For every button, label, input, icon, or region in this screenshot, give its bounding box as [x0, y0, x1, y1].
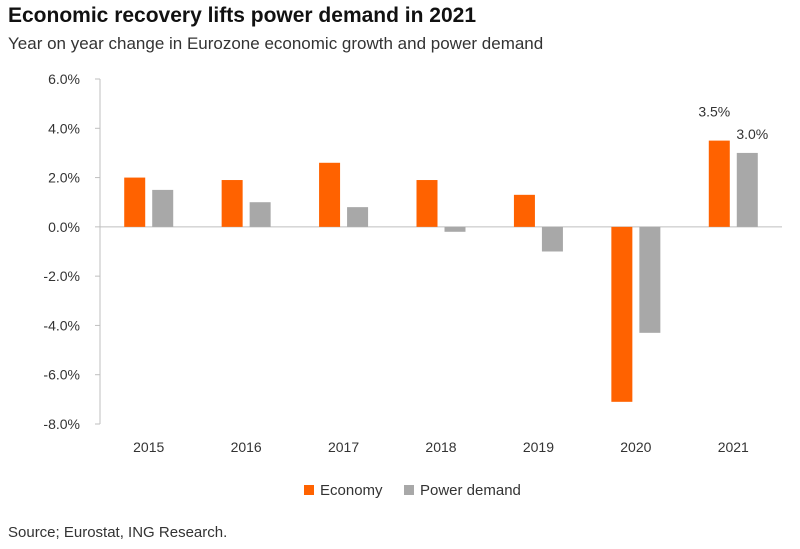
bar-economy-2019 — [513, 194, 535, 227]
bar-power-demand-2017 — [347, 207, 369, 227]
bar-economy-2015 — [124, 177, 146, 227]
bar-power-demand-2021 — [736, 152, 758, 227]
legend-swatch — [404, 485, 414, 495]
y-tick-label: -6.0% — [43, 367, 80, 383]
legend-label: Power demand — [420, 482, 521, 499]
data-label: 3.5% — [698, 104, 730, 120]
legend: Economy Power demand — [304, 482, 521, 499]
y-tick-label: 4.0% — [48, 120, 80, 136]
x-tick-label: 2018 — [425, 439, 456, 455]
bar-power-demand-2020 — [639, 226, 661, 333]
source-note: Source; Eurostat, ING Research. — [8, 524, 228, 541]
y-tick-label: 6.0% — [48, 71, 80, 87]
bar-economy-2018 — [416, 180, 438, 227]
bars — [124, 140, 758, 402]
y-axis: 6.0% 4.0% 2.0% 0.0% -2.0% -4.0% -6.0% -8.0% — [43, 71, 101, 432]
bar-economy-2021 — [708, 140, 730, 227]
bar-economy-2016 — [221, 180, 243, 227]
chart-subtitle: Year on year change in Eurozone economic… — [8, 34, 544, 53]
bar-power-demand-2018 — [444, 226, 466, 232]
y-tick-label: -4.0% — [43, 317, 80, 333]
x-tick-label: 2017 — [328, 439, 359, 455]
x-tick-label: 2019 — [523, 439, 554, 455]
x-tick-label: 2015 — [133, 439, 164, 455]
y-tick-label: -2.0% — [43, 268, 80, 284]
data-label: 3.0% — [736, 126, 768, 142]
bar-power-demand-2015 — [152, 189, 174, 227]
chart-title: Economic recovery lifts power demand in … — [8, 4, 476, 27]
y-tick-label: 2.0% — [48, 170, 80, 186]
bar-power-demand-2019 — [541, 226, 563, 252]
y-tick-label: -8.0% — [43, 416, 80, 432]
data-labels: 3.5% 3.0% — [698, 104, 768, 142]
bar-power-demand-2016 — [249, 202, 271, 227]
x-axis: 2015 2016 2017 2018 2019 2020 2021 — [100, 226, 782, 455]
bar-economy-2017 — [319, 162, 341, 227]
legend-label: Economy — [320, 482, 383, 499]
x-tick-label: 2021 — [718, 439, 749, 455]
legend-swatch — [304, 485, 314, 495]
x-tick-label: 2020 — [620, 439, 651, 455]
y-tick-label: 0.0% — [48, 219, 80, 235]
bar-economy-2020 — [611, 226, 633, 402]
x-tick-label: 2016 — [231, 439, 262, 455]
